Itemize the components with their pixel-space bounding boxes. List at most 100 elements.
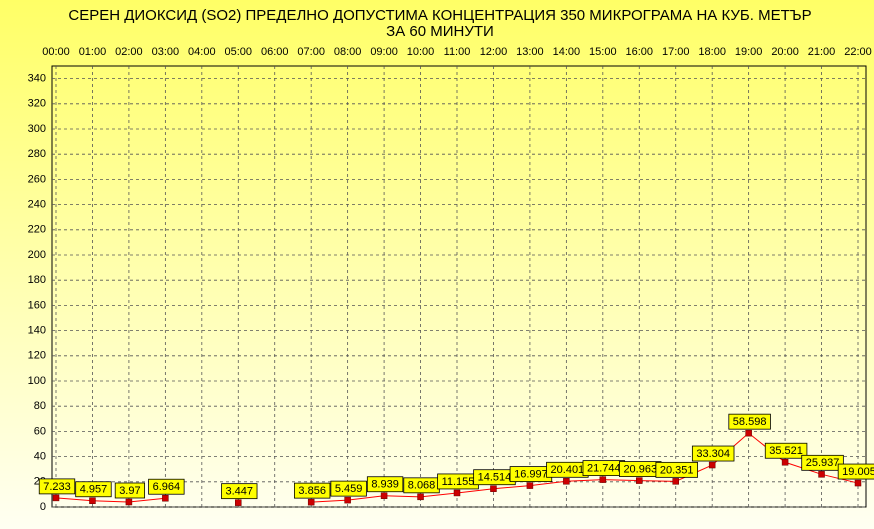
y-tick-label: 40 <box>34 451 46 463</box>
y-tick-label: 300 <box>28 123 46 135</box>
value-label-box <box>221 483 258 500</box>
x-tick-label: 04:00 <box>188 46 216 58</box>
marker <box>162 494 169 502</box>
y-tick-label: 120 <box>28 350 46 362</box>
value-label: 16.997 <box>514 468 548 480</box>
y-tick-label: 180 <box>28 274 46 286</box>
value-label-box <box>764 442 808 459</box>
marker <box>380 492 388 499</box>
x-tick-label: 02:00 <box>115 46 143 58</box>
marker <box>526 482 534 489</box>
chart-subtitle: ЗА 60 МИНУТИ <box>386 23 494 40</box>
marker <box>672 478 679 485</box>
x-tick-label: 08:00 <box>334 46 362 58</box>
x-tick-label: 20:00 <box>771 46 799 58</box>
value-label: 6.964 <box>153 481 181 493</box>
x-tick-label: 00:00 <box>42 46 70 58</box>
x-tick-label: 12:00 <box>480 46 508 58</box>
marker <box>745 429 752 437</box>
y-tick-label: 340 <box>28 73 46 85</box>
marker <box>453 489 461 497</box>
value-label: 35.521 <box>769 445 803 457</box>
x-tick-label: 10:00 <box>407 46 435 58</box>
marker <box>235 499 242 506</box>
y-tick-label: 240 <box>28 199 46 211</box>
marker <box>344 496 351 504</box>
x-tick-label: 03:00 <box>152 46 180 58</box>
value-label: 20.351 <box>660 464 694 476</box>
value-label: 21.744 <box>587 463 621 475</box>
x-tick-label: 22:00 <box>844 46 872 58</box>
value-label: 7.233 <box>43 481 71 493</box>
value-label: 5.459 <box>335 483 363 495</box>
value-label-box <box>114 482 146 499</box>
x-tick-label: 21:00 <box>808 46 836 58</box>
value-label: 8.068 <box>408 480 436 492</box>
marker <box>854 479 862 487</box>
marker <box>599 476 607 483</box>
marker <box>563 478 570 485</box>
y-tick-label: 80 <box>34 400 46 412</box>
value-label-box <box>330 480 367 497</box>
value-label: 11.155 <box>442 476 475 488</box>
value-label: 19.005 <box>842 466 874 478</box>
value-label-box <box>294 482 331 499</box>
value-label: 3.97 <box>119 485 140 497</box>
value-label-box <box>728 413 771 430</box>
value-label: 20.963 <box>623 463 657 475</box>
plot-frame <box>51 65 867 508</box>
x-tick-label: 19:00 <box>735 46 763 58</box>
value-label: 8.939 <box>371 479 399 491</box>
value-label: 4.957 <box>80 484 108 496</box>
marker <box>307 498 315 506</box>
value-label-box <box>691 445 735 462</box>
marker <box>490 485 497 492</box>
x-tick-label: 18:00 <box>698 46 726 58</box>
x-tick-label: 05:00 <box>225 46 253 58</box>
value-label-box <box>75 481 112 498</box>
x-tick-label: 07:00 <box>297 46 325 58</box>
y-tick-label: 140 <box>28 325 46 337</box>
value-label: 14.514 <box>478 472 512 484</box>
y-tick-label: 260 <box>28 173 46 185</box>
value-label: 3.447 <box>226 486 254 498</box>
x-tick-label: 15:00 <box>589 46 617 58</box>
y-tick-label: 200 <box>28 249 46 261</box>
x-tick-label: 09:00 <box>370 46 398 58</box>
y-tick-label: 220 <box>28 224 46 236</box>
value-label: 3.856 <box>298 485 326 497</box>
chart-title: СЕРЕН ДИОКСИД (SO2) ПРЕДЕЛНО ДОПУСТИМА К… <box>68 7 811 24</box>
value-label: 25.937 <box>806 457 840 469</box>
marker <box>125 498 133 506</box>
value-label-box <box>148 478 185 495</box>
x-tick-label: 01:00 <box>79 46 107 58</box>
marker <box>89 497 96 505</box>
value-label: 58.598 <box>733 416 767 428</box>
value-label-box <box>837 463 874 480</box>
y-tick-label: 320 <box>28 98 46 110</box>
value-label-box <box>38 478 76 495</box>
x-tick-label: 11:00 <box>444 46 471 58</box>
value-label-box <box>801 454 844 471</box>
marker <box>636 477 643 484</box>
y-tick-label: 100 <box>28 375 46 387</box>
y-tick-label: 0 <box>40 501 46 513</box>
y-tick-label: 60 <box>34 425 46 437</box>
value-label: 20.401 <box>551 464 585 476</box>
y-tick-label: 280 <box>28 148 46 160</box>
x-tick-label: 13:00 <box>516 46 544 58</box>
x-tick-label: 14:00 <box>553 46 581 58</box>
value-label-box <box>655 461 698 478</box>
value-label: 33.304 <box>696 448 730 460</box>
x-tick-label: 06:00 <box>261 46 289 58</box>
marker <box>781 458 789 466</box>
marker <box>708 461 716 469</box>
value-label-box <box>366 476 404 493</box>
marker <box>417 493 424 501</box>
y-tick-label: 160 <box>28 299 46 311</box>
marker <box>52 494 60 502</box>
marker <box>818 471 825 478</box>
